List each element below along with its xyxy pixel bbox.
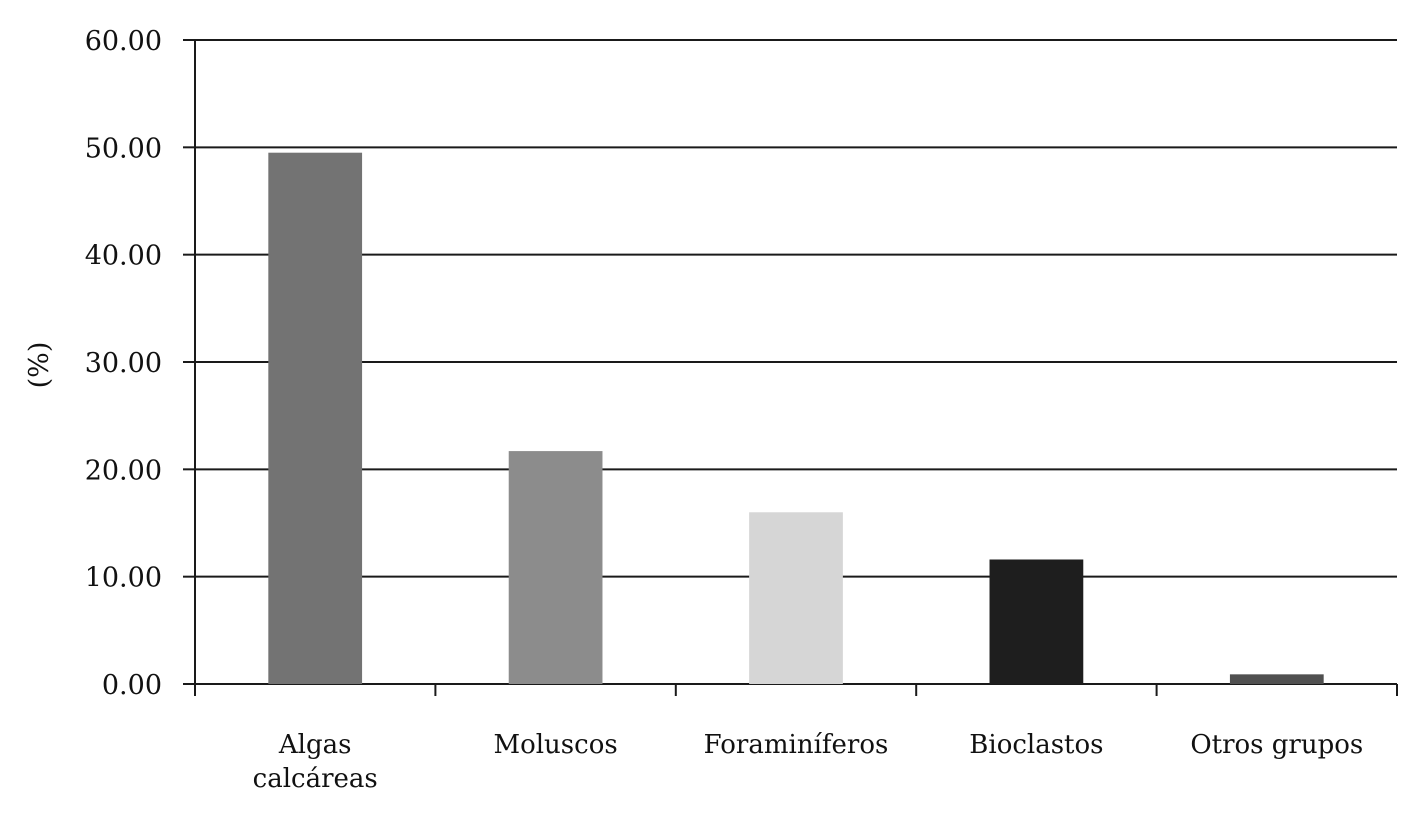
bar [268,152,363,684]
bar [989,559,1084,684]
y-axis-label: (%) [24,342,55,389]
y-tick-label: 20.00 [85,455,162,486]
y-tick-label: 50.00 [85,133,162,164]
y-tick-label: 40.00 [85,241,162,272]
y-tick-label: 10.00 [85,563,162,594]
category-labels: Algas calcáreas Moluscos Foraminíferos Biocl… [253,730,1364,794]
bar [749,512,843,684]
category-label: Algas calcáreas [253,730,378,794]
y-tick-label: 30.00 [85,348,162,379]
y-axis: 0.00 10.00 20.00 30.00 40.00 50.00 60.00 [85,26,196,701]
category-label: Foraminíferos [704,730,889,760]
bar [1229,674,1324,684]
bars [268,152,1324,684]
y-tick-label: 0.00 [102,670,162,701]
gridlines [195,39,1397,578]
category-label: Moluscos [493,730,617,760]
x-axis [194,683,1398,696]
category-label: Otros grupos [1190,730,1363,760]
bar [508,451,603,684]
category-label: Bioclastos [969,730,1103,760]
y-tick-label: 60.00 [85,26,162,57]
